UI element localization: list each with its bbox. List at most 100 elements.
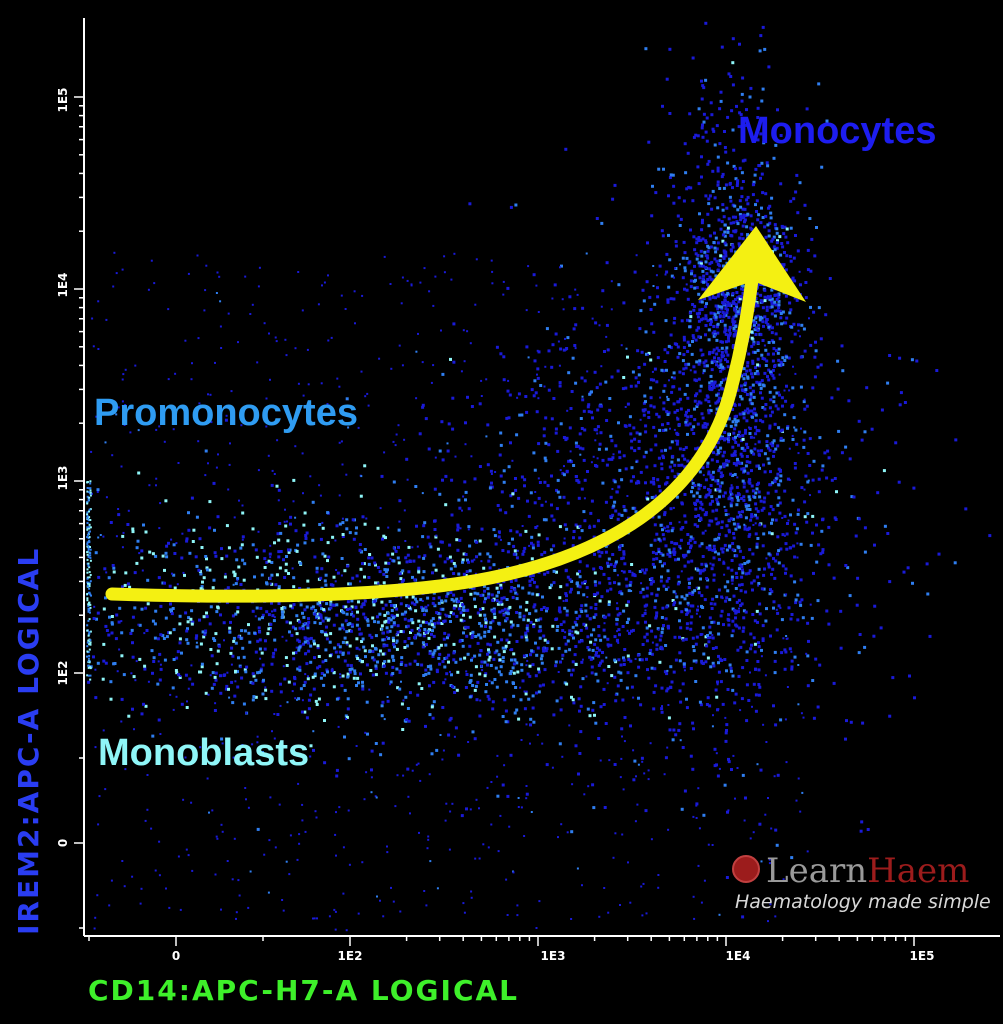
- event-point: [747, 495, 751, 499]
- event-point: [677, 473, 681, 476]
- event-point: [678, 619, 681, 623]
- event-point: [723, 323, 727, 327]
- event-point: [565, 436, 569, 440]
- event-point: [236, 577, 240, 580]
- event-point: [97, 575, 101, 579]
- event-point: [597, 654, 601, 658]
- event-point: [585, 586, 589, 590]
- event-point: [809, 269, 813, 273]
- event-point: [756, 341, 760, 345]
- event-point: [676, 355, 680, 359]
- event-point: [227, 687, 230, 691]
- event-point: [725, 311, 729, 315]
- event-point: [231, 701, 235, 705]
- event-point: [677, 728, 681, 732]
- event-point: [721, 319, 725, 323]
- event-point: [682, 346, 686, 349]
- event-point: [501, 783, 505, 787]
- event-point: [751, 193, 755, 197]
- event-point: [499, 665, 503, 669]
- event-point: [538, 684, 542, 688]
- event-point: [565, 527, 569, 531]
- event-point: [473, 477, 477, 481]
- event-point: [688, 343, 692, 347]
- event-point: [863, 550, 867, 554]
- event-point: [328, 654, 332, 658]
- event-point: [693, 264, 696, 268]
- event-point: [661, 528, 664, 532]
- event-point: [623, 424, 627, 428]
- event-point: [666, 525, 670, 529]
- event-point: [722, 186, 726, 190]
- event-point: [323, 719, 326, 722]
- event-point: [758, 364, 761, 368]
- event-point: [712, 384, 715, 388]
- event-point: [611, 513, 615, 517]
- event-point: [357, 627, 361, 631]
- event-point: [380, 474, 384, 478]
- event-point: [133, 571, 137, 575]
- event-point: [532, 720, 536, 724]
- event-point: [753, 321, 757, 325]
- event-point: [380, 714, 384, 718]
- event-point: [639, 470, 643, 474]
- event-point: [545, 327, 549, 331]
- event-point: [741, 237, 745, 241]
- event-point: [806, 512, 810, 516]
- event-point: [684, 366, 688, 370]
- event-point: [670, 460, 674, 464]
- event-point: [533, 501, 537, 505]
- event-point: [447, 633, 451, 637]
- event-point: [740, 99, 744, 103]
- event-point: [722, 561, 726, 565]
- event-point: [298, 668, 302, 672]
- event-point: [140, 549, 144, 553]
- event-point: [825, 119, 829, 123]
- event-point: [343, 636, 347, 640]
- event-point: [658, 264, 662, 268]
- event-point: [583, 580, 587, 584]
- event-point: [577, 772, 580, 776]
- event-point: [754, 326, 758, 330]
- event-point: [505, 638, 509, 642]
- event-point: [546, 484, 550, 488]
- event-point: [740, 388, 744, 392]
- event-point: [863, 526, 867, 530]
- event-point: [736, 296, 740, 300]
- event-point: [185, 539, 189, 543]
- event-point: [598, 442, 602, 446]
- event-point: [686, 423, 690, 427]
- event-point: [823, 451, 827, 455]
- event-point: [592, 615, 596, 619]
- event-point: [720, 175, 724, 179]
- event-point: [432, 597, 436, 601]
- event-point: [733, 403, 737, 407]
- event-point: [578, 446, 582, 450]
- event-point: [402, 578, 405, 582]
- event-point: [724, 358, 727, 362]
- event-point: [701, 555, 705, 558]
- event-point: [732, 327, 736, 330]
- event-point: [655, 611, 659, 615]
- event-point: [172, 658, 176, 661]
- event-point: [711, 169, 715, 173]
- event-point: [333, 646, 337, 650]
- event-point: [398, 669, 402, 673]
- event-point: [766, 164, 770, 168]
- event-point: [694, 252, 698, 256]
- event-point: [762, 532, 766, 536]
- event-point: [526, 629, 530, 633]
- event-point: [795, 298, 799, 302]
- event-point: [705, 577, 709, 580]
- event-point: [710, 260, 714, 264]
- event-point: [546, 641, 550, 644]
- event-point: [558, 742, 562, 746]
- event-point: [564, 642, 568, 646]
- event-point: [667, 586, 670, 589]
- event-point: [742, 467, 746, 471]
- event-point: [530, 578, 534, 581]
- event-point: [679, 700, 683, 704]
- event-point: [705, 422, 709, 426]
- event-point: [593, 552, 596, 556]
- event-point: [493, 534, 497, 538]
